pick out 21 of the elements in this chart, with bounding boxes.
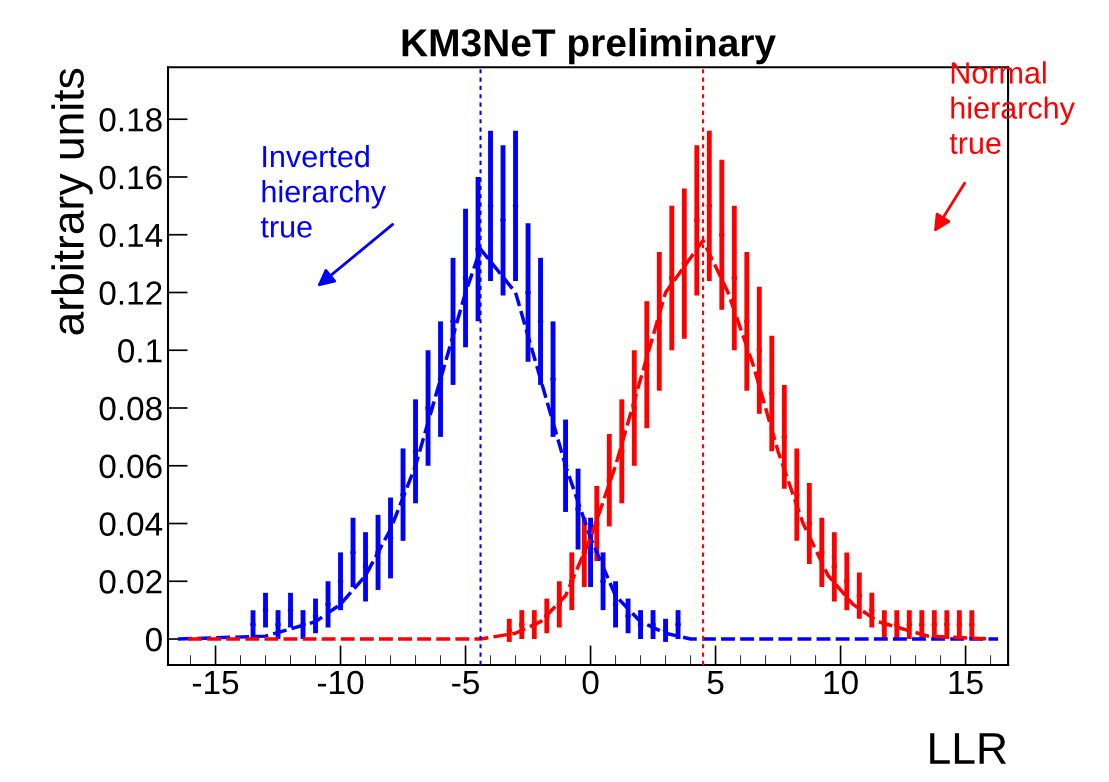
chart-title: KM3NeT preliminary (402, 27, 776, 65)
x-tick-label: 5 (707, 671, 724, 695)
x-tick-label: -10 (317, 670, 364, 695)
y-tick-label: 0.18 (99, 108, 162, 132)
y-tick-label: 0.02 (99, 570, 162, 594)
annotation: Inverted hierarchy true (260, 144, 387, 238)
x-tick-label: -5 (452, 671, 479, 695)
y-tick-label: 0.16 (99, 165, 162, 190)
y-tick-label: 0 (145, 627, 162, 652)
x-tick-label: 10 (824, 670, 858, 695)
y-tick-label: 0.04 (99, 512, 163, 536)
y-tick-label: 0.1 (118, 339, 162, 363)
x-tick-label: -15 (192, 671, 239, 695)
x-tick-label: 15 (949, 671, 983, 695)
x-axis-title: LLR (930, 733, 1007, 764)
y-axis-title: arbitrary units (51, 68, 93, 335)
x-tick-label: 0 (582, 670, 599, 695)
y-tick-label: 0.06 (99, 454, 162, 479)
y-tick-label: 0.12 (99, 281, 162, 305)
y-tick-label: 0.08 (99, 396, 162, 421)
y-tick-label: 0.14 (99, 223, 163, 248)
